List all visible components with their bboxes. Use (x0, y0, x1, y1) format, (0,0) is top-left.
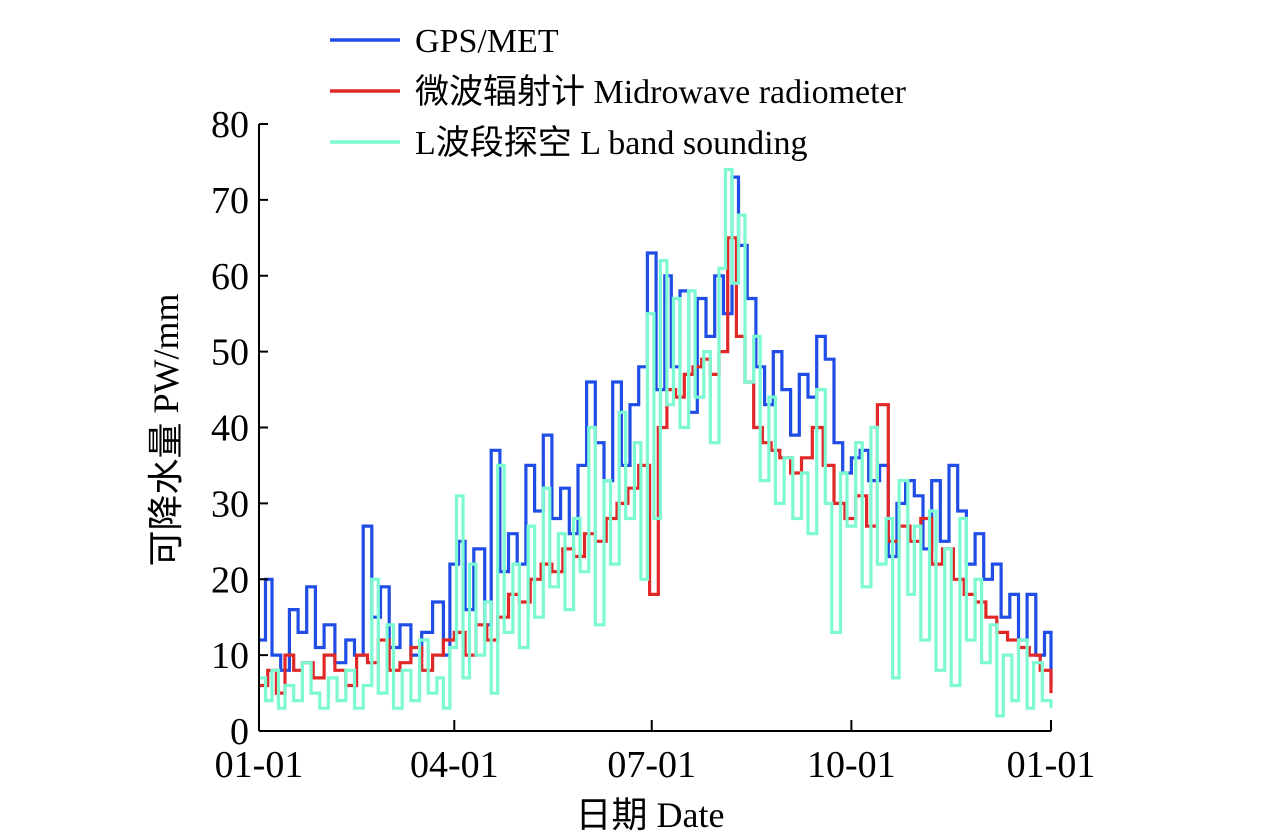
y-tick-label: 20 (211, 559, 249, 601)
legend-label-1: 微波辐射计 Midrowave radiometer (415, 73, 907, 111)
y-tick-label: 70 (211, 180, 249, 222)
legend-label-0: GPS/MET (415, 23, 559, 60)
x-tick-label: 10-01 (807, 744, 896, 786)
x-tick-label: 07-01 (607, 744, 696, 786)
y-tick-label: 30 (211, 483, 249, 525)
y-tick-label: 40 (211, 408, 249, 450)
x-axis-title: 日期 Date (576, 795, 725, 835)
y-tick-label: 10 (211, 635, 249, 677)
ticks-layer: 0 10 20 30 40 50 60 70 80 01-01 04-01 07-01 10-01 01-… (211, 104, 1095, 786)
y-axis-title: 可降水量 PW/mm (146, 293, 186, 566)
legend-label-2: L波段探空 L band sounding (415, 124, 808, 162)
series-line-2 (259, 167, 1053, 718)
x-tick-label: 01-01 (1007, 744, 1096, 786)
y-tick-label: 0 (230, 711, 249, 753)
x-tick-label: 01-01 (215, 744, 304, 786)
y-tick-label: 50 (211, 332, 249, 374)
legend: GPS/MET 微波辐射计 Midrowave radiometer L波段探空 L… (330, 23, 907, 162)
y-tick-label: 80 (211, 104, 249, 146)
x-tick-label: 04-01 (410, 744, 499, 786)
series-layer (259, 167, 1053, 718)
y-tick-label: 60 (211, 256, 249, 298)
